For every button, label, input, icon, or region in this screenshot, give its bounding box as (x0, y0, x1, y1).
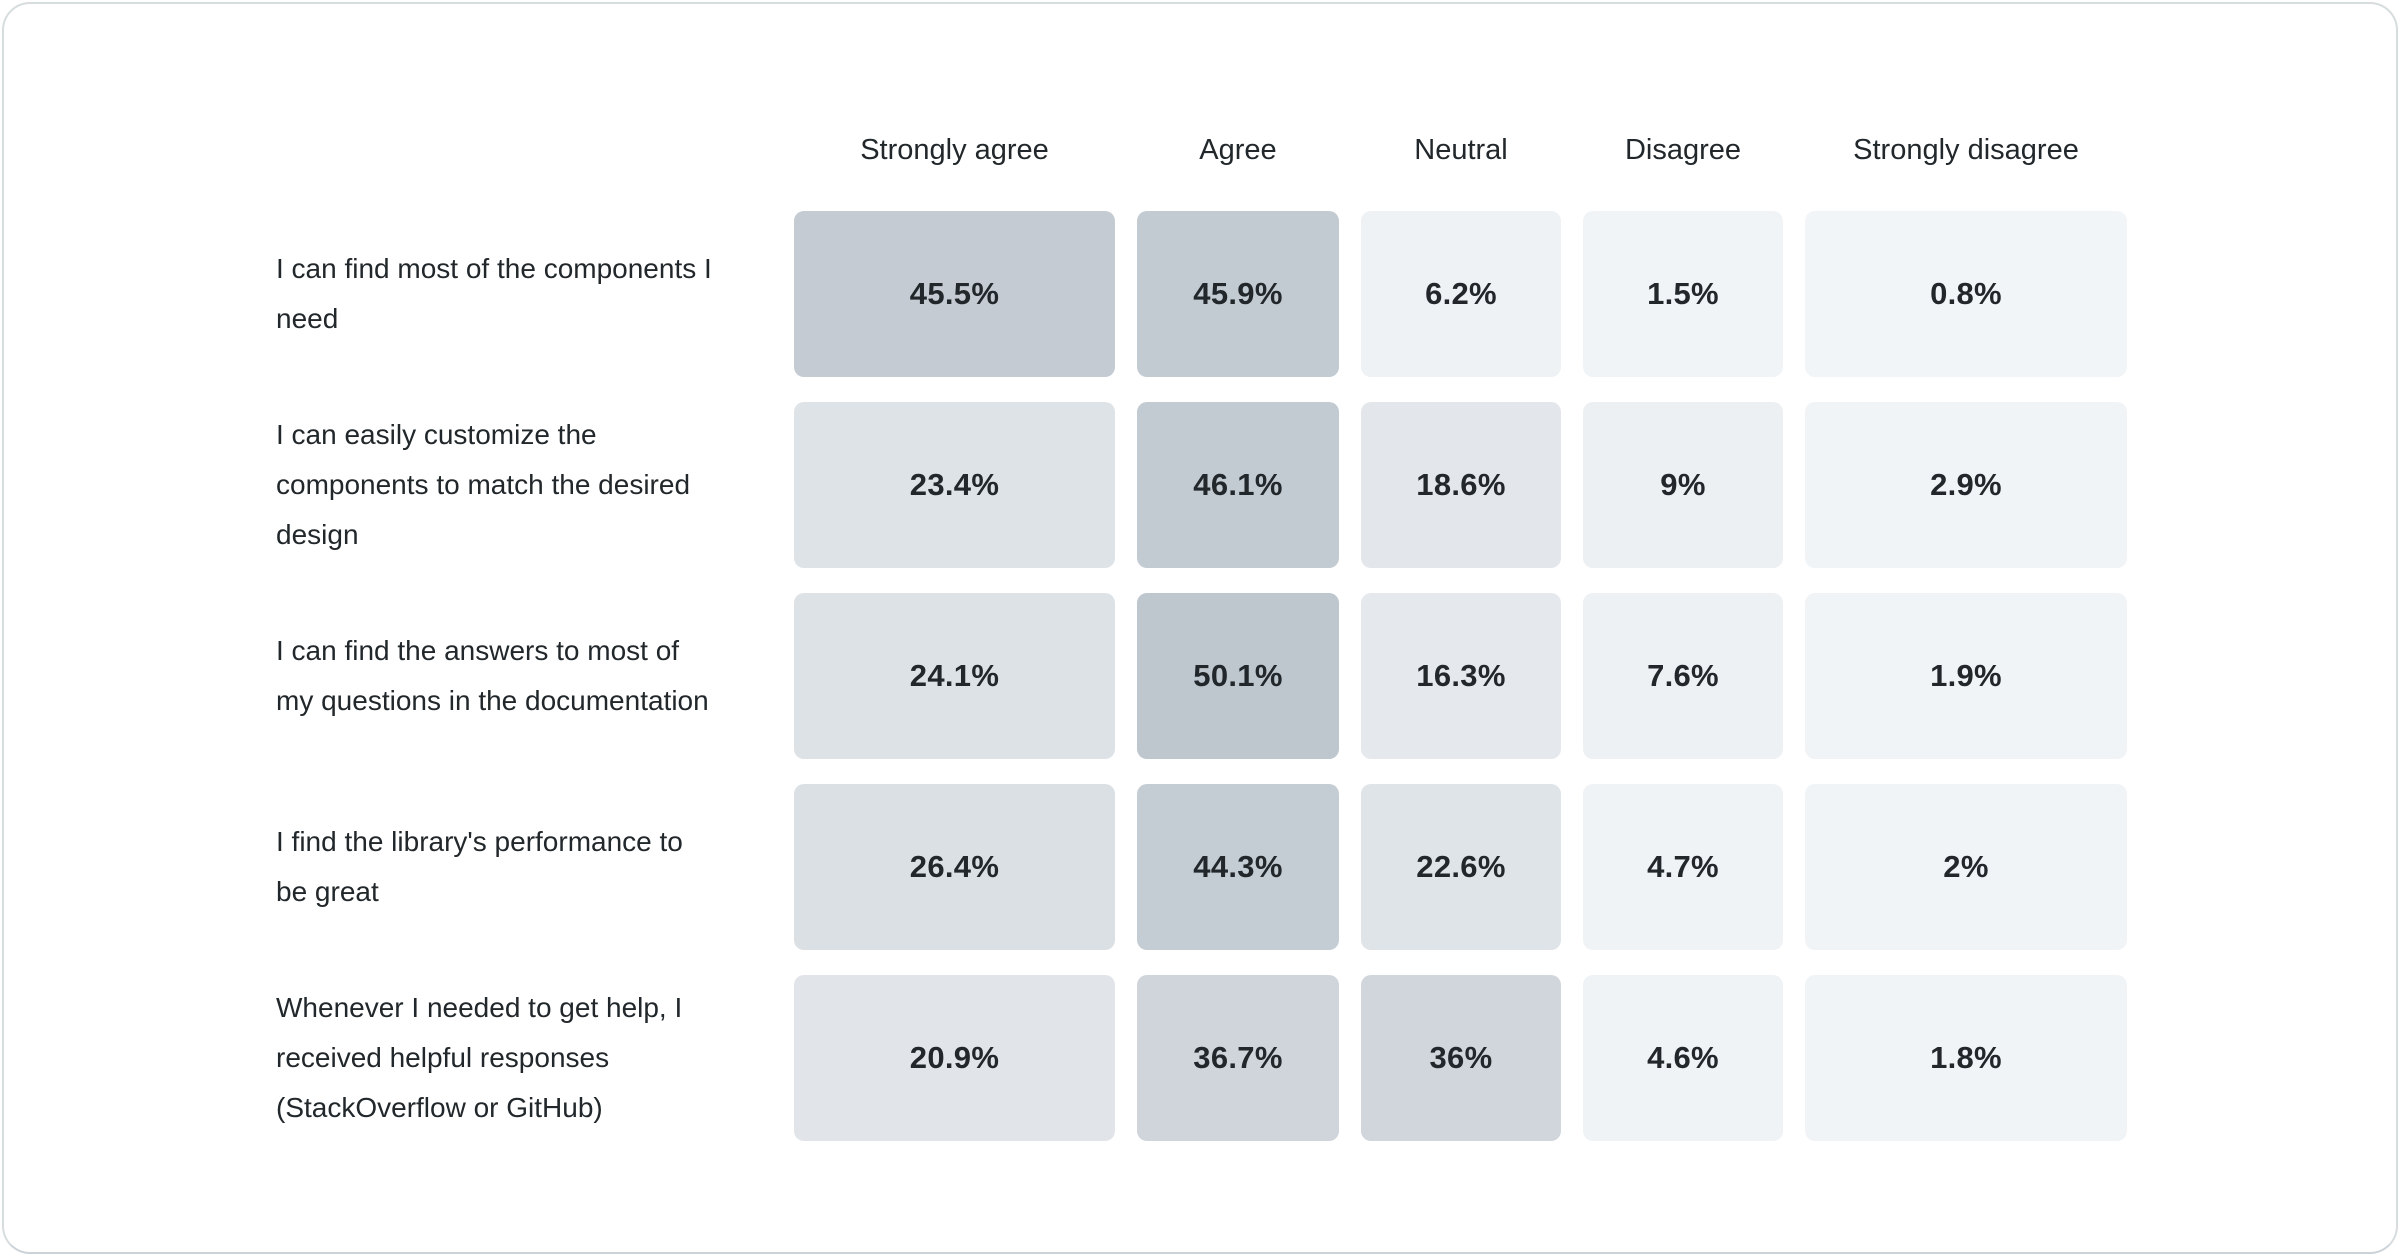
cell-value: 23.4% (909, 467, 1000, 502)
cell-value: 2.9% (1930, 467, 2002, 502)
cell-value: 20.9% (909, 1040, 1000, 1075)
row-label: I can easily customize the components to… (276, 419, 691, 550)
heat-cell: 23.4% (794, 402, 1115, 568)
heat-cell: 6.2% (1361, 211, 1561, 377)
heat-cell: 24.1% (794, 593, 1115, 759)
cell-value: 36% (1429, 1040, 1493, 1075)
cell-value: 46.1% (1193, 467, 1283, 502)
cell-value: 1.8% (1930, 1040, 2002, 1075)
cell-value: 50.1% (1193, 658, 1283, 693)
cell-value: 2% (1943, 849, 1989, 884)
cell-value: 45.9% (1193, 276, 1283, 311)
cell-value: 45.5% (909, 276, 1000, 311)
heat-cell: 18.6% (1361, 402, 1561, 568)
heat-cell: 22.6% (1361, 784, 1561, 950)
cell-value: 18.6% (1416, 467, 1506, 502)
row-label: Whenever I needed to get help, I receive… (276, 992, 683, 1123)
column-header: Strongly disagree (1853, 133, 2079, 166)
heat-cell: 2.9% (1805, 402, 2127, 568)
column-header: Agree (1199, 133, 1277, 166)
heat-cell: 50.1% (1137, 593, 1339, 759)
cell-value: 4.6% (1647, 1040, 1719, 1075)
cell-value: 0.8% (1930, 276, 2002, 311)
heat-cell: 4.7% (1583, 784, 1783, 950)
heat-cell: 16.3% (1361, 593, 1561, 759)
cell-value: 26.4% (909, 849, 1000, 884)
cell-value: 9% (1660, 467, 1706, 502)
cell-value: 6.2% (1425, 276, 1497, 311)
row-label: I can find the answers to most of my que… (276, 635, 709, 716)
heat-cell: 45.9% (1137, 211, 1339, 377)
cell-value: 1.9% (1930, 658, 2002, 693)
heat-cell: 1.9% (1805, 593, 2127, 759)
heat-cell: 46.1% (1137, 402, 1339, 568)
cell-value: 22.6% (1416, 849, 1506, 884)
cell-value: 36.7% (1193, 1040, 1283, 1075)
cell-value: 24.1% (909, 658, 1000, 693)
row-label: I can find most of the components I need (276, 253, 712, 334)
cell-value: 1.5% (1647, 276, 1719, 311)
corner-spacer (276, 114, 772, 186)
heat-cell: 44.3% (1137, 784, 1339, 950)
heat-cell: 0.8% (1805, 211, 2127, 377)
row-label: I find the library's performance to be g… (276, 826, 683, 907)
heat-cell: 20.9% (794, 975, 1115, 1141)
column-header: Disagree (1624, 133, 1742, 166)
heatmap-grid: Strongly agree Agree Neutral Disagree Strong… (276, 114, 2127, 1141)
cell-value: 16.3% (1416, 658, 1506, 693)
heat-cell: 36.7% (1137, 975, 1339, 1141)
cell-value: 7.6% (1647, 658, 1719, 693)
column-header: Strongly agree (860, 133, 1049, 166)
heat-cell: 4.6% (1583, 975, 1783, 1141)
cell-value: 4.7% (1647, 849, 1719, 884)
column-header: Neutral (1414, 133, 1508, 166)
heat-cell: 45.5% (794, 211, 1115, 377)
heat-cell: 36% (1361, 975, 1561, 1141)
heat-cell: 1.5% (1583, 211, 1783, 377)
heat-cell: 2% (1805, 784, 2127, 950)
heat-cell: 7.6% (1583, 593, 1783, 759)
heat-cell: 1.8% (1805, 975, 2127, 1141)
cell-value: 44.3% (1193, 849, 1283, 884)
heat-cell: 9% (1583, 402, 1783, 568)
heat-cell: 26.4% (794, 784, 1115, 950)
